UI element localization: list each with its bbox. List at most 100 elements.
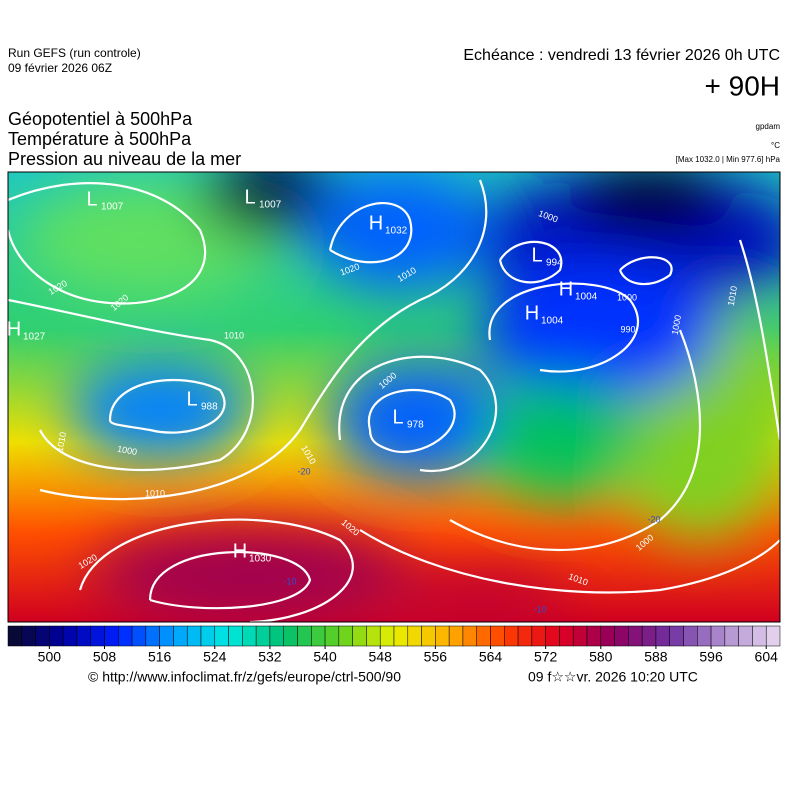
colorbar-box [476,625,491,647]
isobar-label: 990 [620,324,635,334]
colorbar-box [76,625,91,647]
colorbar-box [669,625,684,647]
center-value: 994 [546,258,563,269]
colorbar-box [435,625,450,647]
isotherm-label: -20 [297,466,310,476]
legend-line: Géopotentiel à 500hPa [8,109,193,129]
legend-line: Pression au niveau de la mer [8,149,241,169]
map-frame [7,171,781,623]
colorbar-label: 548 [369,649,393,665]
colorbar-box [531,625,546,647]
isotherm-label: -10 [533,604,546,614]
lead-time: + 90H [705,70,781,101]
center-letter: H [369,212,383,234]
colorbar-box [62,625,78,647]
geo-unit: gpdam [756,122,781,131]
legend-line: Température à 500hPa [8,129,192,149]
run-date: 09 février 2026 06Z [8,61,112,75]
center-letter: L [86,188,97,210]
colorbar-label: 596 [699,649,723,665]
colorbar-label: 532 [258,649,282,665]
colorbar-box [752,625,767,647]
colorbar-box [352,625,367,647]
colorbar-box [765,625,781,647]
colorbar-label: 588 [644,649,668,665]
colorbar-box [366,625,381,647]
center-value: 1030 [249,554,272,565]
colorbar-box [297,625,312,647]
center-value: 1007 [259,200,282,211]
colorbar-box [600,625,615,647]
colorbar-box [421,625,436,647]
colorbar-box [228,625,243,647]
colorbar-box [338,625,353,647]
colorbar-box [131,625,147,647]
colorbar-label: 564 [479,649,503,665]
colorbar-box [49,625,64,647]
center-value: 1032 [385,226,408,237]
colorbar-label: 508 [93,649,117,665]
center-letter: L [392,406,403,428]
isobar-label: 1000 [670,314,683,335]
colorbar-label: 572 [534,649,558,665]
center-letter: H [559,278,573,300]
colorbar-box [200,625,216,647]
colorbar-box [393,625,409,647]
pressure-range: [Max 1032.0 | Min 977.6] hPa [676,155,781,164]
colorbar-box [697,625,712,647]
colorbar-box [145,625,160,647]
colorbar-box [242,625,257,647]
colorbar-box [586,625,602,647]
forecast-time: Echéance : vendredi 13 février 2026 0h U… [463,47,780,64]
colorbar-box [462,625,477,647]
colorbar-box [173,625,188,647]
colorbar-box [490,625,505,647]
colorbar-box [572,625,588,647]
isobar-label: 1000 [617,292,637,302]
colorbar-box [683,625,698,647]
center-value: 1004 [575,292,598,303]
center-letter: H [233,540,247,562]
colorbar-box [724,625,739,647]
colorbar-label: 524 [203,649,227,665]
colorbar-box [35,625,50,647]
center-value: 978 [407,420,424,431]
colorbar-box [504,625,519,647]
colorbar-box [311,625,326,647]
colorbar-box [104,625,119,647]
center-letter: H [7,318,21,340]
colorbar-box [448,625,464,647]
colorbar-label: 500 [38,649,62,665]
isobar-label: 1010 [55,431,68,452]
isobar-label: 1010 [145,488,165,498]
timestamp: 09 f☆☆vr. 2026 10:20 UTC [528,669,698,685]
center-value: 1027 [23,332,46,343]
center-letter: L [531,244,542,266]
center-value: 1007 [101,202,124,213]
colorbar-box [628,625,643,647]
colorbar-box [186,625,202,647]
colorbar-box [517,625,533,647]
colorbar-box [214,625,229,647]
colorbar-label: 556 [424,649,448,665]
colorbar-label: 580 [589,649,613,665]
colorbar-box [159,625,174,647]
colorbar-box [255,625,271,647]
temp-unit: °C [771,141,780,150]
center-value: 1004 [541,316,564,327]
isobar-label: 1000 [116,444,137,457]
colorbar-box [614,625,629,647]
colorbar-box [710,625,726,647]
colorbar-box [545,625,560,647]
colorbar-label: 516 [148,649,172,665]
map-field [8,172,780,622]
colorbar-box [655,625,670,647]
isotherm-label: -10 [283,576,296,586]
colorbar-box [118,625,133,647]
isotherm-label: -20 [647,514,660,524]
colorbar-box [559,625,574,647]
source: © http://www.infoclimat.fr/z/gefs/europe… [88,669,401,685]
colorbar-box [90,625,105,647]
